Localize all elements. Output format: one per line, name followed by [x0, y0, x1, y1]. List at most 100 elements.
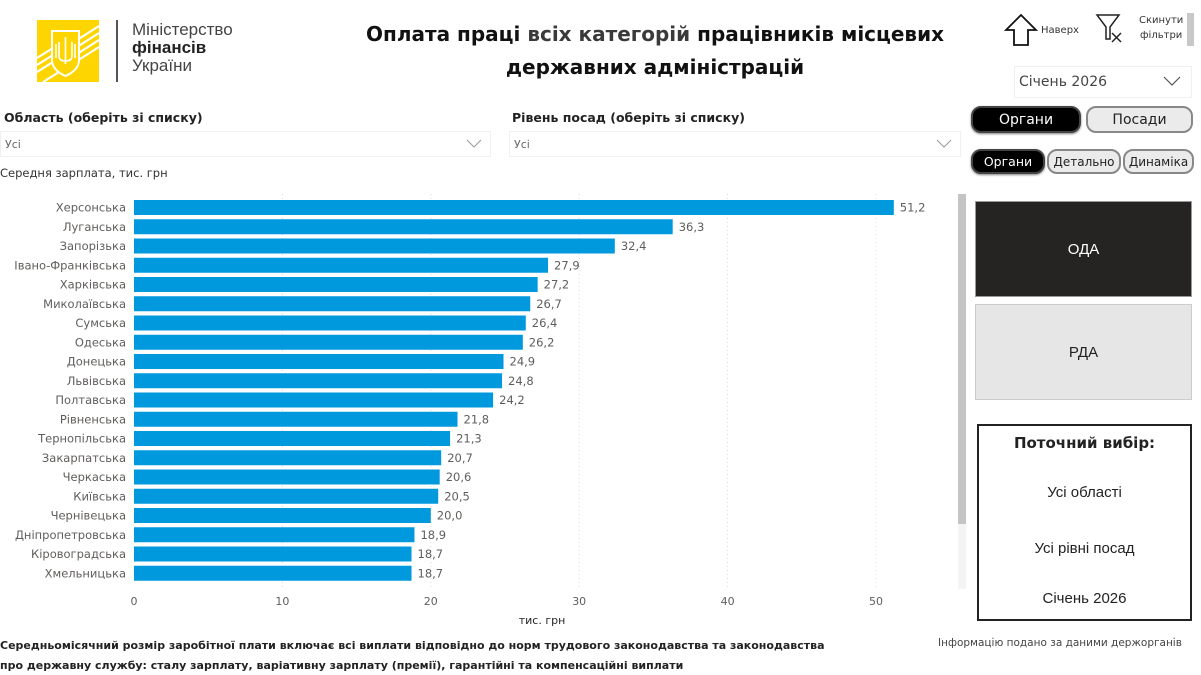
category-label: Львівська	[67, 374, 126, 388]
category-label: Сумська	[75, 316, 126, 330]
tile-oda[interactable]: ОДА	[975, 201, 1192, 297]
bar[interactable]	[134, 469, 440, 485]
bar[interactable]	[134, 488, 439, 504]
toggle-organs-primary[interactable]: Органи	[971, 106, 1081, 133]
bar[interactable]	[134, 277, 538, 292]
ministry-line-2: фінансів	[132, 38, 207, 57]
bar[interactable]	[134, 431, 451, 446]
bar-chart: Херсонська 51,2 Луганська 36,3 Запорізька 32,…	[14, 194, 925, 627]
chart-scrollbar-thumb[interactable]	[958, 194, 966, 524]
source-note: Інформацію подано за даними держорганів	[938, 637, 1182, 649]
footnote-line-1: Середньомісячний розмір заробітної плати…	[0, 639, 825, 652]
category-label: Дніпропетровська	[15, 528, 126, 542]
bar[interactable]	[134, 238, 615, 254]
current-selection-title: Поточний вибір:	[1013, 434, 1156, 452]
bar[interactable]	[134, 334, 523, 350]
scroll-top-label: Наверх	[1041, 24, 1079, 36]
toggle-dynamics[interactable]: Динаміка	[1123, 149, 1194, 174]
current-selection-month: Січень 2026	[1042, 590, 1127, 607]
chart-title: Середня зарплата, тис. грн	[0, 166, 168, 180]
value-label: 18,7	[418, 566, 444, 580]
category-label: Чернівецька	[51, 509, 126, 523]
bar[interactable]	[134, 546, 412, 562]
level-filter-dropdown[interactable]: Усі	[509, 131, 961, 157]
value-label: 26,7	[536, 297, 562, 311]
bar[interactable]	[134, 508, 431, 523]
bar[interactable]	[134, 200, 894, 215]
month-dropdown[interactable]: Січень 2026	[1014, 66, 1192, 98]
toggle-positions[interactable]: Посади	[1086, 106, 1193, 133]
bar[interactable]	[134, 315, 526, 331]
tile-rda[interactable]: РДА	[975, 304, 1192, 400]
value-label: 27,2	[544, 278, 570, 292]
bar[interactable]	[134, 296, 531, 312]
chevron-down-icon	[936, 139, 952, 148]
category-label: Миколаївська	[43, 297, 126, 311]
value-label: 32,4	[621, 239, 647, 253]
title-part-1: Оплата праці	[366, 22, 528, 46]
category-label: Івано-Франківська	[14, 258, 126, 272]
x-tick-label: 30	[572, 595, 586, 608]
bar[interactable]	[134, 354, 504, 369]
bar[interactable]	[134, 565, 412, 581]
x-tick-label: 0	[131, 595, 138, 608]
value-label: 36,3	[679, 220, 705, 234]
reset-label-1: Скинути	[1139, 15, 1184, 26]
region-filter-value: Усі	[5, 138, 21, 151]
value-label: 21,3	[456, 432, 482, 446]
page-title: Оплата праці всіх категорій працівників …	[330, 18, 980, 84]
value-label: 27,9	[554, 258, 580, 272]
category-label: Рівненська	[60, 412, 126, 426]
value-label: 18,9	[420, 528, 446, 542]
logo-divider	[116, 20, 118, 82]
value-label: 26,4	[532, 316, 558, 330]
category-label: Херсонська	[56, 201, 126, 215]
x-tick-label: 10	[275, 595, 289, 608]
category-label: Харківська	[60, 278, 126, 292]
bar[interactable]	[134, 527, 415, 543]
current-selection-card: Поточний вибір: Усі області Усі рівні по…	[977, 424, 1192, 621]
ministry-logo	[36, 20, 100, 83]
scroll-top-button[interactable]: Наверх	[1004, 13, 1079, 47]
value-label: 24,2	[499, 393, 525, 407]
bar[interactable]	[134, 392, 494, 408]
current-selection-level: Усі рівні посад	[1034, 540, 1135, 557]
reset-filters-label: Скинути фільтри	[1131, 13, 1183, 43]
region-filter-dropdown[interactable]: Усі	[0, 131, 491, 157]
header-scrollbar[interactable]	[1187, 13, 1194, 46]
value-label: 26,2	[529, 335, 555, 349]
x-tick-label: 50	[869, 595, 883, 608]
reset-label-2: фільтри	[1140, 30, 1183, 41]
value-label: 20,5	[444, 489, 470, 503]
x-tick-label: 20	[424, 595, 438, 608]
bar[interactable]	[134, 219, 673, 235]
category-label: Луганська	[63, 220, 126, 234]
filter-clear-icon	[1095, 14, 1122, 43]
category-label: Хмельницька	[45, 566, 126, 580]
bar[interactable]	[134, 373, 503, 389]
category-label: Одеська	[75, 335, 126, 349]
value-label: 20,7	[447, 451, 473, 465]
value-label: 24,9	[510, 355, 536, 369]
ministry-line-3: України	[132, 56, 192, 75]
month-dropdown-value: Січень 2026	[1019, 74, 1108, 90]
value-label: 20,6	[446, 470, 472, 484]
value-label: 24,8	[508, 374, 534, 388]
footnote-line-2: про державну службу: сталу зарплату, вар…	[0, 659, 684, 672]
toggle-organs-secondary[interactable]: Органи	[971, 149, 1045, 174]
category-label: Донецька	[67, 355, 126, 369]
category-label: Кіровоградська	[31, 547, 126, 561]
region-filter-label: Область (оберіть зі списку)	[4, 110, 203, 125]
bar[interactable]	[134, 257, 549, 273]
category-label: Запорізька	[60, 239, 126, 253]
x-tick-label: 40	[721, 595, 735, 608]
bar[interactable]	[134, 411, 458, 427]
chevron-down-icon	[466, 139, 482, 148]
category-label: Закарпатська	[42, 451, 126, 465]
category-label: Тернопільська	[37, 432, 126, 446]
toggle-detailed[interactable]: Детально	[1047, 149, 1121, 174]
ministry-line-1: Міністерство	[132, 20, 233, 39]
category-label: Черкаська	[63, 470, 126, 484]
bar[interactable]	[134, 450, 442, 466]
reset-filters-button[interactable]: Скинути фільтри	[1095, 12, 1183, 44]
